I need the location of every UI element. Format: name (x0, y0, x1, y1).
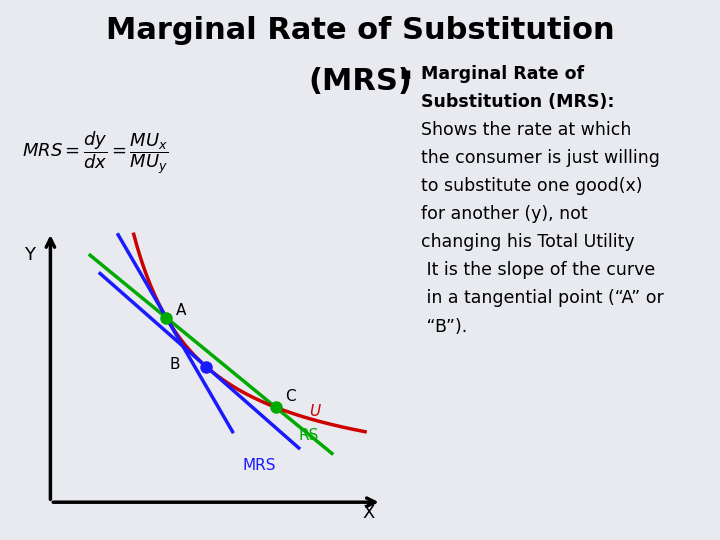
Text: Substitution (MRS):: Substitution (MRS): (421, 93, 615, 111)
Text: for another (y), not: for another (y), not (421, 205, 588, 223)
Text: MRS: MRS (243, 458, 276, 473)
Text: $MRS = \dfrac{dy}{dx} = \dfrac{MU_x}{MU_y}$: $MRS = \dfrac{dy}{dx} = \dfrac{MU_x}{MU_… (22, 130, 168, 177)
Text: Shows the rate at which: Shows the rate at which (421, 121, 631, 139)
Text: C: C (286, 388, 296, 403)
Text: Marginal Rate of Substitution: Marginal Rate of Substitution (106, 16, 614, 45)
Text: in a tangential point (“A” or: in a tangential point (“A” or (421, 289, 664, 307)
Text: ▪: ▪ (400, 65, 411, 83)
Text: changing his Total Utility: changing his Total Utility (421, 233, 635, 251)
Text: to substitute one good(x): to substitute one good(x) (421, 177, 643, 195)
Text: the consumer is just willing: the consumer is just willing (421, 149, 660, 167)
Text: Y: Y (24, 246, 35, 264)
Text: It is the slope of the curve: It is the slope of the curve (421, 261, 655, 279)
Text: Marginal Rate of: Marginal Rate of (421, 65, 585, 83)
Text: “B”).: “B”). (421, 318, 467, 335)
Text: U: U (309, 404, 320, 419)
Text: RS: RS (299, 428, 319, 443)
Text: A: A (176, 303, 186, 318)
Text: X: X (362, 504, 374, 522)
Text: (MRS): (MRS) (308, 68, 412, 97)
Text: B: B (170, 357, 180, 372)
